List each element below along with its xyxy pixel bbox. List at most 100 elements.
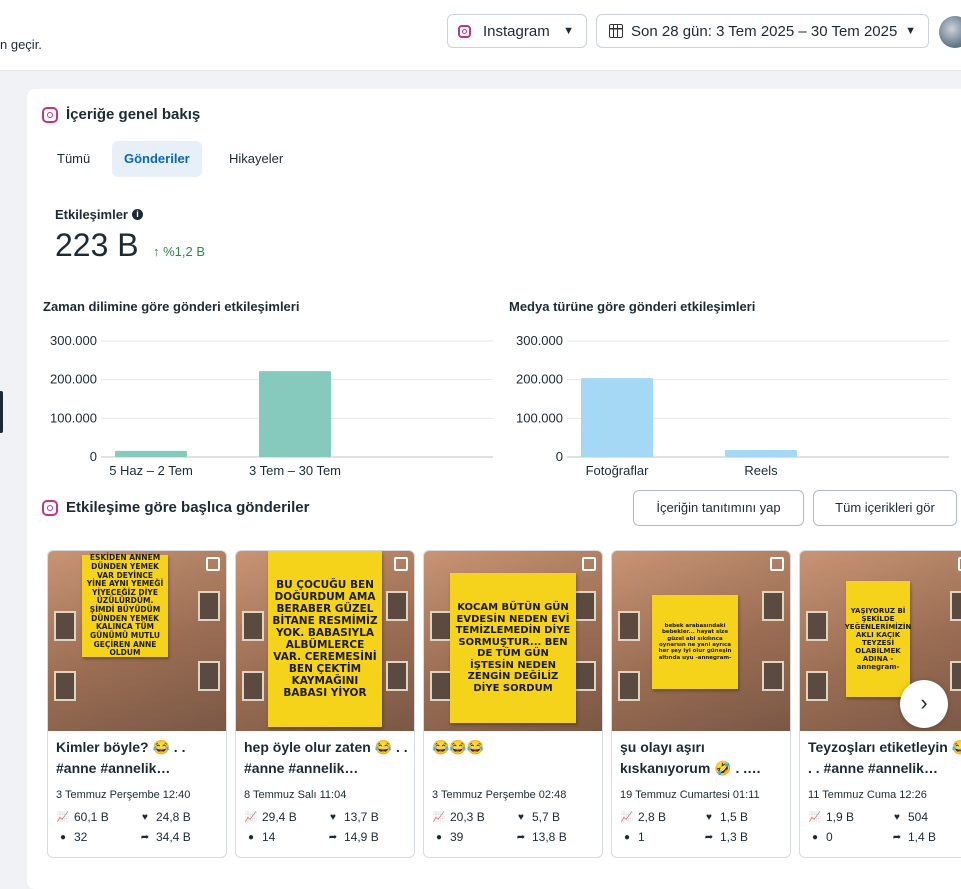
comments-stat: ● 0: [808, 830, 833, 844]
reach-value: 29,4 B: [262, 810, 297, 824]
post-thumbnail[interactable]: BU ÇOCUĞU BEN DOĞURDUM AMA BERABER GÜZEL…: [236, 551, 414, 731]
reach-value: 2,8 B: [638, 810, 667, 824]
reach-value: 20,3 B: [450, 810, 485, 824]
reach-stat: 📈 2,8 B: [620, 810, 666, 824]
likes-value: 504: [908, 810, 929, 824]
carousel-album-icon: [770, 557, 784, 571]
window: [806, 671, 828, 701]
carousel-next-button[interactable]: ›: [900, 680, 948, 728]
window: [198, 591, 220, 621]
y-tick-label: 100.000: [516, 410, 563, 425]
trend-icon: 📈: [808, 811, 822, 823]
comments-value: 32: [74, 830, 88, 844]
share-icon: ➦: [140, 831, 150, 843]
window: [430, 611, 452, 641]
top-post-card[interactable]: YAŞIYORUZ Bİ ŞEKİLDE YEĞENLERİMİZİN AKLI…: [799, 550, 961, 858]
instagram-icon: [42, 499, 58, 516]
y-tick-label: 300.000: [516, 333, 563, 348]
info-icon[interactable]: i: [132, 209, 143, 220]
chevron-down-icon: ▼: [905, 25, 916, 37]
top-posts-title: Etkileşime göre başlıca gönderiler: [42, 499, 309, 516]
banner-text: KOCAM BÜTÜN GÜN EVDESİN NEDEN EVİ TEMİZL…: [450, 573, 576, 723]
view-all-content-button[interactable]: Tüm içerikleri gör: [813, 490, 957, 526]
likes-stat: ♥ 13,7 B: [326, 810, 379, 824]
shares-value: 34,4 B: [156, 830, 191, 844]
comment-icon: ●: [247, 831, 255, 843]
chart-title-media: Medya türüne göre gönderi etkileşimleri: [509, 299, 756, 314]
top-post-card[interactable]: bebek arabasındaki bebekler... hayat siz…: [611, 550, 791, 858]
window: [430, 671, 452, 701]
bar[interactable]: [115, 450, 187, 457]
carousel-album-icon: [582, 557, 596, 571]
post-caption: Teyzoşları etiketleyin 😂 . . #anne #anne…: [808, 739, 961, 776]
promote-content-button[interactable]: İçeriğin tanıtımını yap: [633, 490, 804, 526]
post-thumbnail[interactable]: ESKİDEN ANNEM DÜNDEN YEMEK VAR DEYİNCE Y…: [48, 551, 226, 731]
likes-value: 1,5 B: [720, 810, 749, 824]
post-caption: şu olayı aşırı kıskanıyorum 🤣 . .…: [620, 739, 762, 776]
y-tick-label: 200.000: [50, 372, 97, 387]
date-range-dropdown[interactable]: Son 28 gün: 3 Tem 2025 – 30 Tem 2025 ▼: [596, 14, 929, 48]
top-post-card[interactable]: BU ÇOCUĞU BEN DOĞURDUM AMA BERABER GÜZEL…: [235, 550, 415, 858]
window: [386, 591, 408, 621]
comment-icon: ●: [811, 831, 819, 843]
platform-dropdown[interactable]: Instagram ▼: [447, 14, 587, 48]
carousel-album-icon: [394, 557, 408, 571]
reach-value: 1,9 B: [826, 810, 855, 824]
date-range-label: Son 28 gün: 3 Tem 2025 – 30 Tem 2025: [631, 22, 898, 40]
interactions-label: Etkileşimler i: [55, 207, 143, 222]
avatar[interactable]: [939, 16, 961, 48]
comments-stat: ● 14: [244, 830, 275, 844]
window: [574, 591, 596, 621]
window: [762, 661, 784, 691]
top-post-card[interactable]: KOCAM BÜTÜN GÜN EVDESİN NEDEN EVİ TEMİZL…: [423, 550, 603, 858]
y-tick-label: 300.000: [50, 333, 97, 348]
window: [386, 661, 408, 691]
trend-icon: 📈: [244, 811, 258, 823]
heart-icon: ♥: [142, 811, 148, 823]
tab-posts[interactable]: Gönderiler: [112, 141, 202, 177]
likes-value: 24,8 B: [156, 810, 191, 824]
tab-all[interactable]: Tümü: [57, 151, 91, 166]
window: [54, 671, 76, 701]
chevron-down-icon: ▼: [563, 25, 574, 37]
window: [242, 611, 264, 641]
chart-title-period: Zaman dilimine göre gönderi etkileşimler…: [43, 299, 300, 314]
banner-text: ESKİDEN ANNEM DÜNDEN YEMEK VAR DEYİNCE Y…: [82, 553, 168, 657]
shares-value: 1,4 B: [908, 830, 937, 844]
tab-stories[interactable]: Hikayeler: [229, 151, 284, 166]
page-subtitle: n geçir.: [0, 37, 42, 52]
post-thumbnail[interactable]: bebek arabasındaki bebekler... hayat siz…: [612, 551, 790, 731]
window: [762, 591, 784, 621]
trend-icon: 📈: [432, 811, 446, 823]
bar[interactable]: [581, 378, 653, 457]
window: [950, 661, 961, 691]
comments-value: 0: [826, 830, 833, 844]
comments-value: 1: [638, 830, 645, 844]
bar[interactable]: [259, 371, 331, 457]
comment-icon: ●: [435, 831, 443, 843]
shares-stat: ➦ 1,3 B: [702, 830, 748, 844]
sidebar-handle[interactable]: [0, 391, 3, 433]
banner-text: YAŞIYORUZ Bİ ŞEKİLDE YEĞENLERİMİZİN AKLI…: [845, 581, 911, 697]
likes-value: 5,7 B: [532, 810, 561, 824]
share-icon: ➦: [892, 831, 902, 843]
reach-stat: 📈 1,9 B: [808, 810, 854, 824]
y-tick-label: 0: [556, 449, 563, 464]
post-date: 3 Temmuz Perşembe 02:48: [432, 789, 567, 801]
carousel-album-icon: [206, 557, 220, 571]
x-tick-label: 3 Tem – 30 Tem: [249, 463, 341, 478]
likes-stat: ♥ 5,7 B: [514, 810, 560, 824]
reach-stat: 📈 60,1 B: [56, 810, 109, 824]
post-date: 19 Temmuz Cumartesi 01:11: [620, 789, 760, 801]
window: [574, 661, 596, 691]
top-post-card[interactable]: ESKİDEN ANNEM DÜNDEN YEMEK VAR DEYİNCE Y…: [47, 550, 227, 858]
post-date: 8 Temmuz Salı 11:04: [244, 789, 347, 801]
comment-icon: ●: [623, 831, 631, 843]
instagram-icon: [458, 24, 471, 38]
shares-value: 13,8 B: [532, 830, 567, 844]
period-bar-chart: 300.000 200.000 100.000 0 5 Haz – 2 Tem 3 Tem…: [50, 333, 493, 478]
bar[interactable]: [725, 450, 797, 457]
likes-stat: ♥ 1,5 B: [702, 810, 748, 824]
post-thumbnail[interactable]: KOCAM BÜTÜN GÜN EVDESİN NEDEN EVİ TEMİZL…: [424, 551, 602, 731]
interactions-label-text: Etkileşimler: [55, 207, 128, 222]
